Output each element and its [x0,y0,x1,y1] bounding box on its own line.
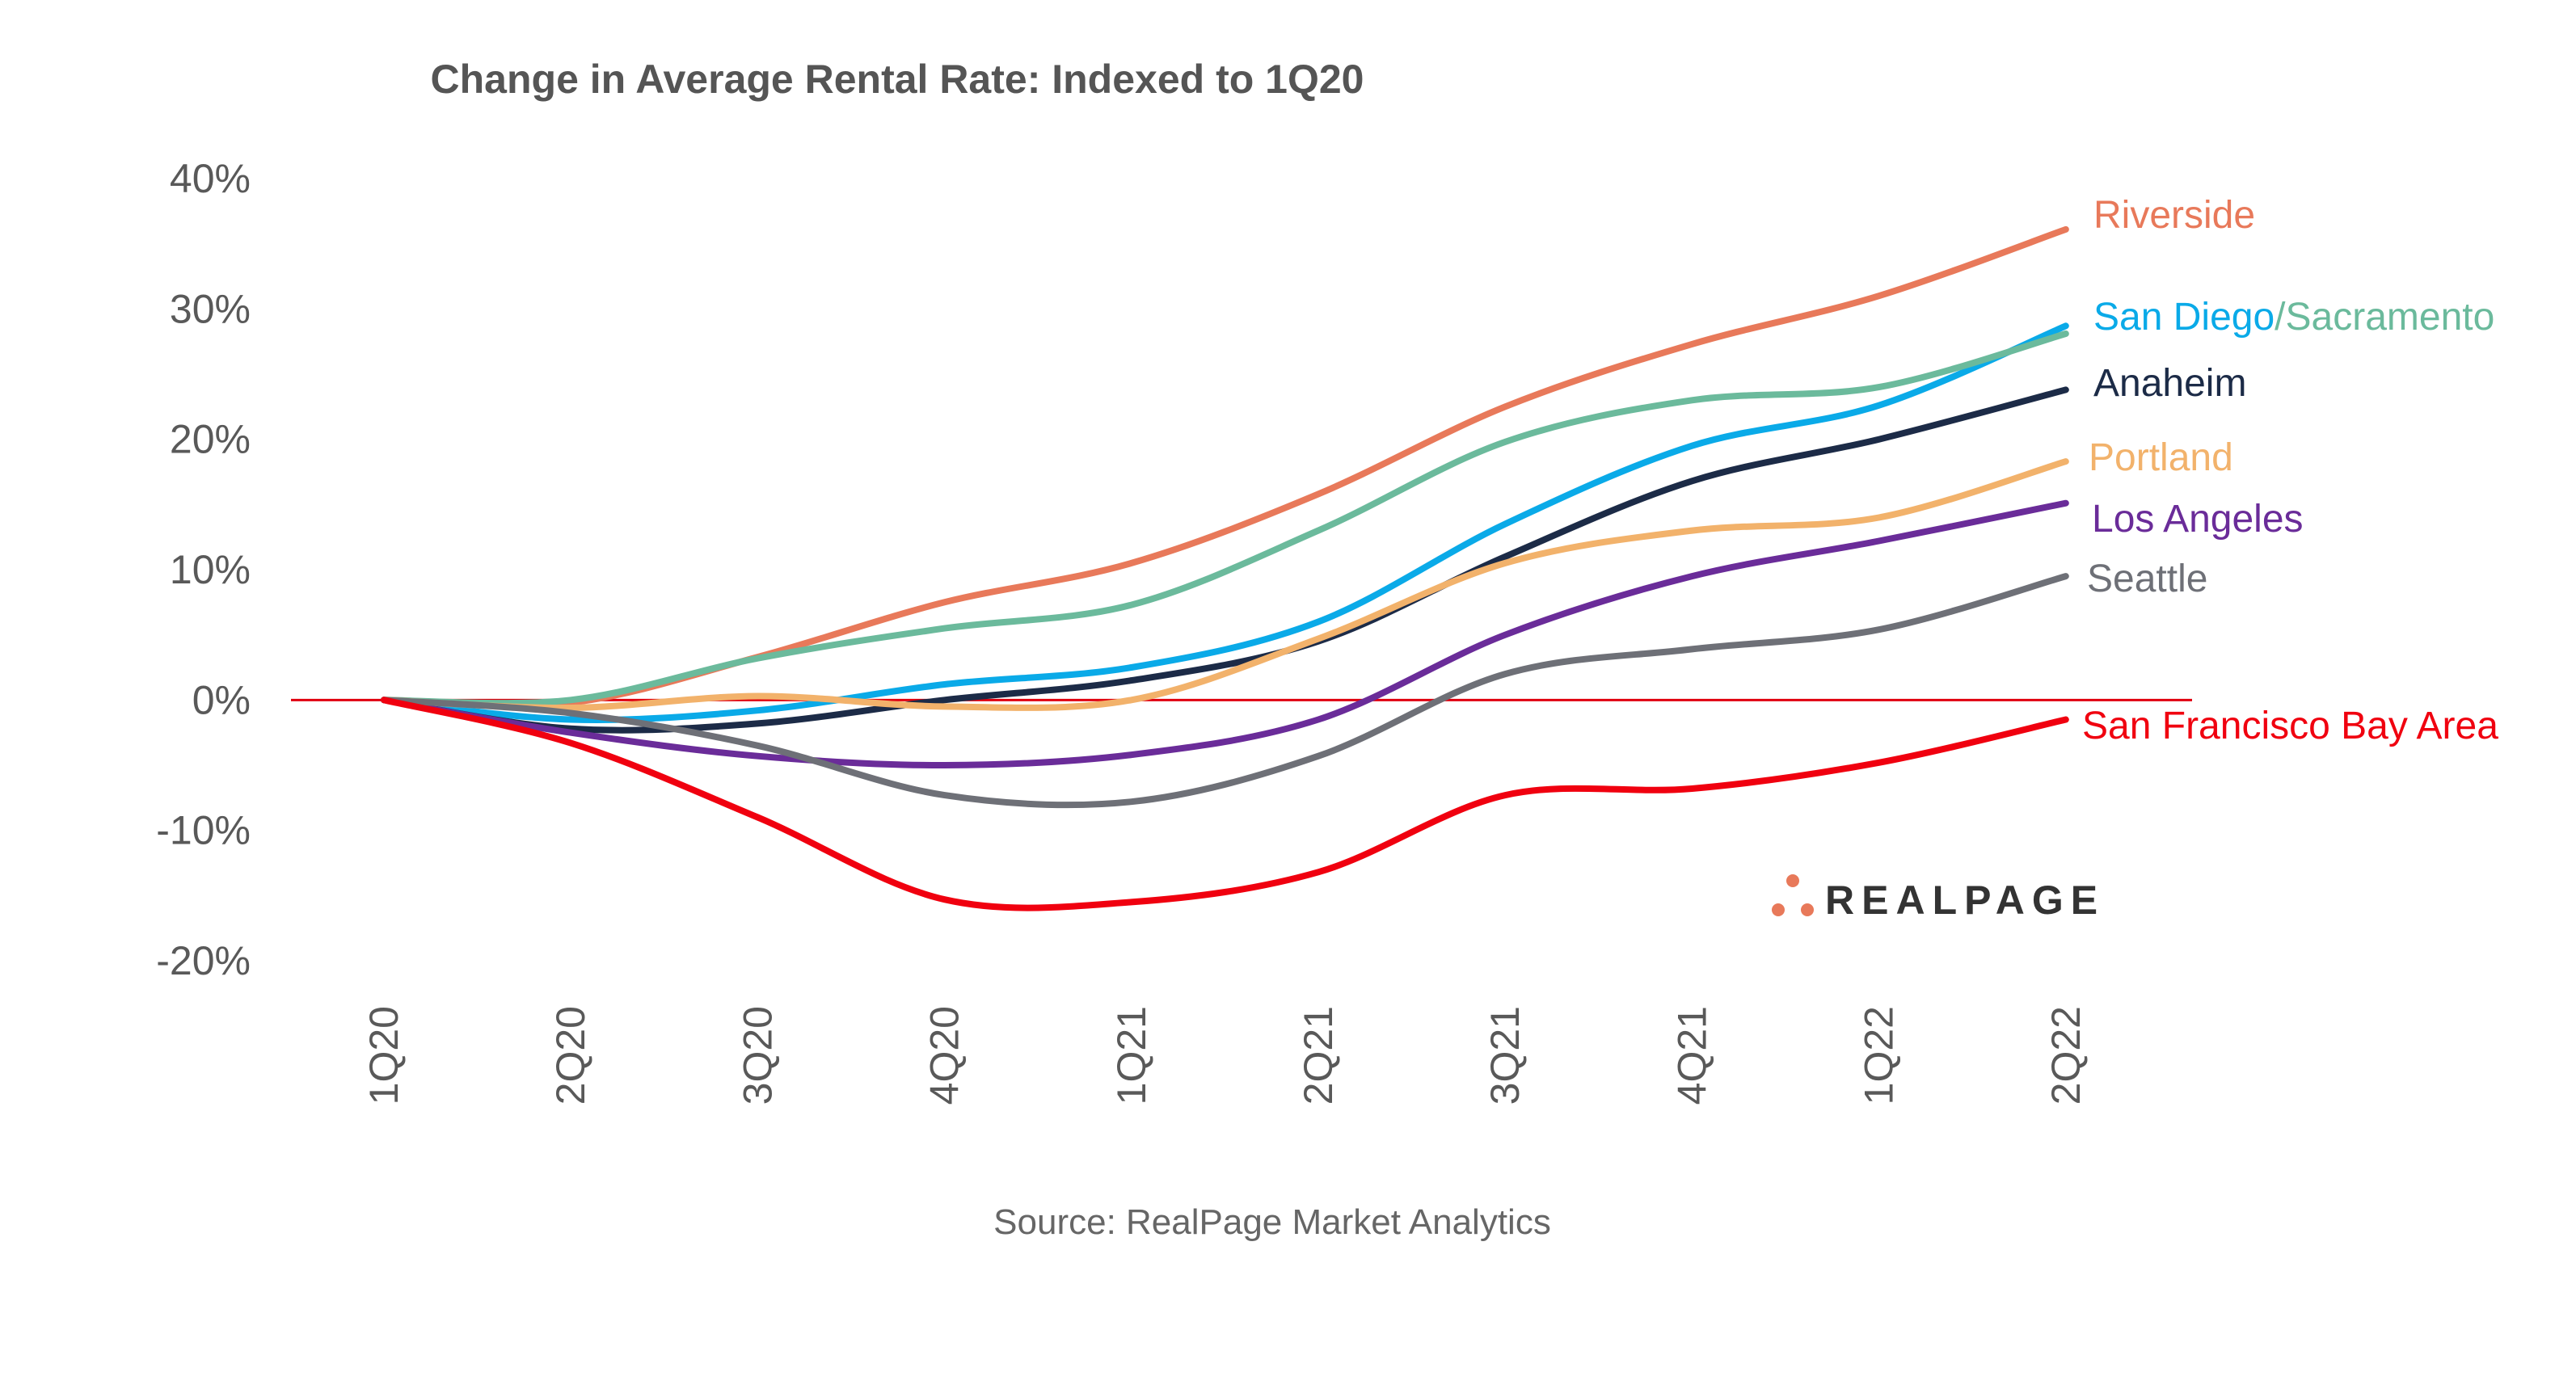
source-note: Source: RealPage Market Analytics [993,1202,1551,1242]
x-tick-label: 4Q21 [1669,1006,1714,1105]
y-tick-label: 10% [170,547,251,592]
logo-dot-left [1772,903,1785,916]
label-san-diego: San Diego [2093,296,2275,339]
series-line-portland [381,458,2069,712]
label-riverside: Riverside [2093,194,2255,237]
logo-text: REALPAGE [1825,878,2105,923]
x-tick-label: 2Q21 [1296,1006,1341,1105]
y-tick-label: 20% [170,417,251,462]
y-tick-label: 0% [192,677,251,722]
chart-title: Change in Average Rental Rate: Indexed t… [431,57,1364,102]
label-los-angeles: Los Angeles [2092,498,2304,541]
x-tick-label: 4Q20 [922,1006,968,1105]
label-sacramento: Sacramento [2286,296,2495,339]
x-tick-label: 3Q20 [735,1006,780,1105]
series-line-seattle [381,573,2069,809]
label-portland: Portland [2089,436,2233,479]
x-tick-label: 2Q20 [548,1006,593,1105]
y-tick-label: 40% [170,156,251,201]
series-line-san-diego [381,322,2069,723]
logo-dot-right [1801,903,1814,916]
x-tick-label: 1Q20 [361,1006,407,1105]
label-slash: / [2275,296,2286,339]
realpage-logo: REALPAGE [1772,874,2105,923]
y-tick-label: -20% [156,938,251,983]
logo-dot-top [1786,874,1799,887]
label-seattle: Seattle [2087,558,2207,600]
x-tick-label: 1Q21 [1109,1006,1154,1105]
x-tick-label: 3Q21 [1482,1006,1528,1105]
series-lines [381,225,2069,911]
y-tick-label: 30% [170,286,251,331]
series-end-labels: Riverside San Diego/Sacramento Anaheim P… [2082,194,2498,747]
x-tick-label: 1Q22 [1857,1006,1902,1105]
x-tick-label: 2Q22 [2043,1006,2089,1105]
label-anaheim: Anaheim [2093,362,2246,405]
series-line-anaheim [381,386,2069,734]
label-san-diego-sacramento: San Diego/Sacramento [2093,296,2494,339]
series-line-sacramento [381,330,2069,707]
series-line-san-francisco-bay-area [381,697,2069,911]
label-san-francisco-bay-area: San Francisco Bay Area [2082,705,2498,747]
y-tick-label: -10% [156,808,251,853]
y-axis-ticks: 40% 30% 20% 10% 0% -10% -20% [156,156,251,983]
x-axis-ticks: 1Q20 2Q20 3Q20 4Q20 1Q21 2Q21 3Q21 4Q21 1Q22 2Q22 [361,1006,2089,1105]
series-line-riverside [381,225,2069,709]
series-line-los-angeles [381,499,2069,769]
